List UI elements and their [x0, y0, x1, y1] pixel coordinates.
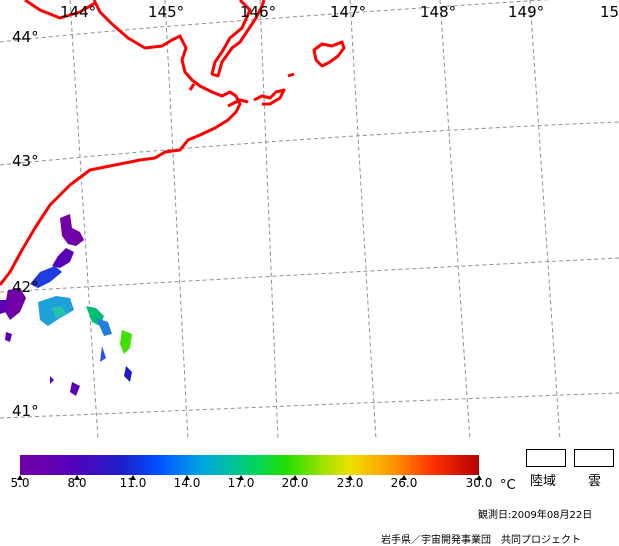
colorbar-tick-label: 20.0 — [281, 476, 309, 490]
land-legend-swatch — [526, 449, 566, 467]
temperature-colorbar — [20, 455, 479, 475]
sea-surface-temperature-map — [0, 0, 619, 440]
colorbar-tick-label: 5.0 — [10, 476, 30, 490]
colorbar-tickmark — [184, 475, 190, 480]
colorbar-tickmark — [347, 475, 353, 480]
longitude-gridlines — [69, 0, 561, 440]
longitude-label-149: 149° — [508, 3, 545, 21]
colorbar-tickmark — [476, 475, 482, 480]
colorbar-tick-label: 26.0 — [390, 476, 418, 490]
colorbar-tick-label: 23.0 — [336, 476, 364, 490]
longitude-label-148: 148° — [420, 3, 457, 21]
coastline — [0, 0, 346, 286]
longitude-label-144: 144° — [60, 3, 97, 21]
latitude-gridlines — [0, 0, 619, 419]
colorbar-tick-label: 11.0 — [119, 476, 147, 490]
observation-date: 観測日:2009年08月22日 — [478, 510, 593, 521]
colorbar-tickmark — [17, 475, 23, 480]
colorbar-tickmark — [130, 475, 136, 480]
sst-data-patches — [0, 214, 132, 396]
colorbar-tick-label: 8.0 — [67, 476, 87, 490]
colorbar-tickmark — [401, 475, 407, 480]
cloud-legend-label: 雲 — [588, 474, 602, 489]
longitude-label-146: 146° — [240, 3, 277, 21]
credit-text: 岩手県／宇宙開発事業団 共同プロジェクト — [381, 535, 581, 546]
latitude-label-44: 44° — [12, 28, 39, 46]
land-legend-label: 陸域 — [530, 474, 557, 489]
colorbar-tickmark — [74, 475, 80, 480]
cloud-legend-swatch — [574, 449, 614, 467]
colorbar-tick-label: 30.0 — [465, 476, 493, 490]
longitude-label-147: 147° — [330, 3, 367, 21]
colorbar-tickmark — [292, 475, 298, 480]
colorbar-tick-label: 14.0 — [173, 476, 201, 490]
colorbar-unit: °C — [500, 478, 516, 493]
colorbar-tickmark — [238, 475, 244, 480]
longitude-label-145: 145° — [148, 3, 185, 21]
latitude-label-41: 41° — [12, 402, 39, 420]
colorbar-tick-label: 17.0 — [227, 476, 255, 490]
latitude-label-43: 43° — [12, 152, 39, 170]
latitude-label-42: 42° — [12, 278, 39, 296]
longitude-label-150: 15 — [600, 3, 619, 21]
